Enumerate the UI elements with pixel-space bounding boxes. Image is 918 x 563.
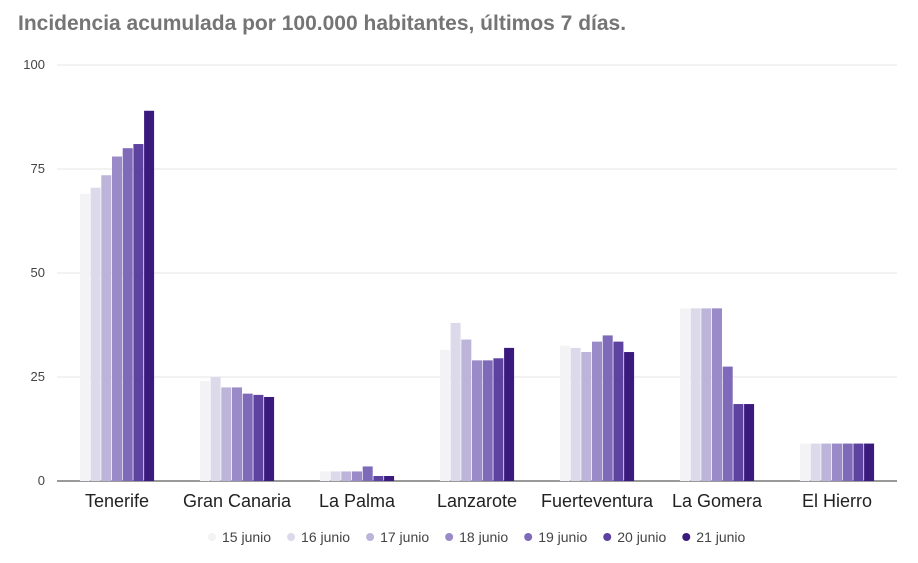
bar <box>733 404 744 481</box>
bar <box>482 360 493 481</box>
legend: 15 junio 16 junio 17 junio 18 junio 19 junio… <box>208 529 746 545</box>
y-tick-label: 25 <box>31 369 45 384</box>
legend-swatch <box>524 533 533 541</box>
legend-label: 19 junio <box>538 529 587 545</box>
bar <box>559 345 570 481</box>
bar <box>352 471 362 481</box>
bar <box>242 393 253 481</box>
bar <box>221 387 232 481</box>
bar <box>581 352 592 481</box>
bar <box>799 443 810 481</box>
y-axis-tick-labels: 0 25 50 75 100 <box>23 57 45 488</box>
bar <box>842 443 853 481</box>
x-axis: Tenerife Gran Canaria La Palma Lanzarote Fue… <box>85 491 872 511</box>
bar <box>450 322 461 481</box>
bar <box>330 471 341 481</box>
legend-label: 20 junio <box>617 529 666 545</box>
legend-item: 19 junio <box>524 529 587 545</box>
legend-label: 15 junio <box>222 529 271 545</box>
bar <box>373 476 384 481</box>
x-category-label: El Hierro <box>802 491 872 511</box>
legend-item: 17 junio <box>366 529 429 545</box>
x-category-label: Gran Canaria <box>183 491 292 511</box>
bar <box>504 347 515 481</box>
bar <box>821 443 832 481</box>
legend-label: 18 junio <box>459 529 508 545</box>
legend-item: 16 junio <box>287 529 350 545</box>
legend-swatch <box>682 533 691 541</box>
bar <box>570 347 581 481</box>
legend-swatch <box>603 533 612 541</box>
y-tick-label: 0 <box>38 473 45 488</box>
chart-title: Incidencia acumulada por 100.000 habitan… <box>18 12 627 35</box>
legend-label: 21 junio <box>696 529 745 545</box>
legend-swatch <box>208 533 216 541</box>
bar <box>832 443 842 481</box>
legend-item: 15 junio <box>208 529 271 545</box>
legend-swatch <box>445 533 454 541</box>
y-tick-label: 50 <box>31 265 45 280</box>
bar <box>253 394 264 481</box>
bar <box>319 471 330 481</box>
legend-item: 21 junio <box>682 529 746 545</box>
legend-swatch <box>366 533 375 541</box>
x-category-label: La Palma <box>319 491 396 511</box>
bar <box>122 148 133 481</box>
bar <box>744 404 755 481</box>
x-category-label: Fuerteventura <box>541 491 654 511</box>
legend-swatch <box>287 533 296 541</box>
x-category-label: Lanzarote <box>437 491 517 511</box>
legend-label: 16 junio <box>301 529 350 545</box>
bar <box>613 341 624 481</box>
bar <box>690 308 701 481</box>
bar <box>232 387 242 481</box>
bar <box>602 335 613 481</box>
bar <box>493 358 504 481</box>
bar <box>101 175 112 482</box>
bar <box>112 156 122 481</box>
bar <box>624 352 635 481</box>
x-category-label: Tenerife <box>85 491 149 511</box>
bar <box>853 443 864 481</box>
bar <box>90 187 101 481</box>
bar <box>199 381 210 481</box>
legend-label: 17 junio <box>380 529 429 545</box>
legend-item: 20 junio <box>603 529 666 545</box>
bar <box>472 360 482 481</box>
bar <box>712 308 722 481</box>
bar <box>679 308 690 481</box>
bar <box>384 476 395 481</box>
bar <box>439 349 450 481</box>
bar <box>592 341 602 481</box>
bar <box>864 443 875 481</box>
bar <box>144 110 155 481</box>
bar <box>362 466 373 481</box>
y-tick-label: 100 <box>23 57 45 72</box>
bar <box>701 308 712 481</box>
legend-item: 18 junio <box>445 529 508 545</box>
bar <box>461 339 472 481</box>
bar <box>341 471 352 481</box>
bar <box>133 144 144 482</box>
y-tick-label: 75 <box>31 161 45 176</box>
bar <box>264 396 275 481</box>
bars <box>79 110 875 482</box>
bar <box>210 377 221 481</box>
bar <box>810 443 821 481</box>
bar <box>79 193 90 481</box>
bar <box>722 366 733 481</box>
x-category-label: La Gomera <box>672 491 763 511</box>
